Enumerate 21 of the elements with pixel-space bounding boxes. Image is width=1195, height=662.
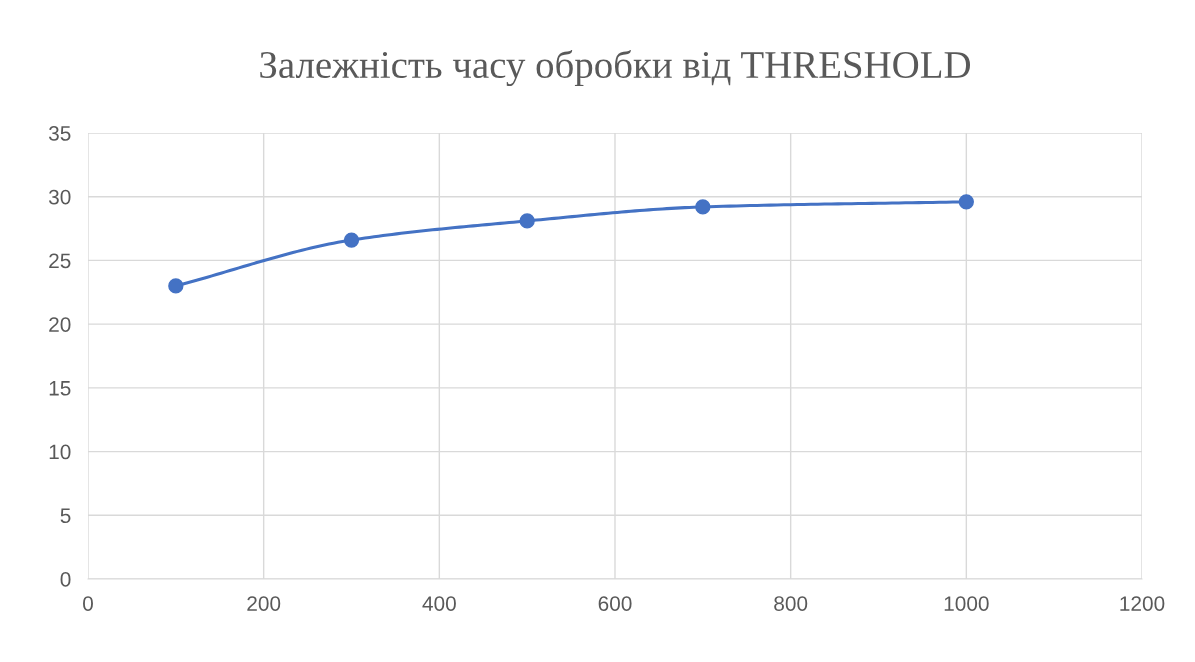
- chart-title: Залежність часу обробки від THRESHOLD: [260, 49, 971, 87]
- x-tick-label: 1200: [1120, 596, 1165, 611]
- x-tick-label: 800: [774, 596, 808, 611]
- x-tick-label: 1000: [944, 596, 989, 611]
- y-tick-label: 25: [49, 253, 71, 269]
- point: [958, 194, 974, 210]
- y-tick-label: 35: [48, 126, 71, 141]
- y-tick-label: 0: [60, 572, 71, 587]
- x-tick-label: 200: [247, 596, 281, 611]
- point: [343, 232, 360, 248]
- point: [168, 278, 184, 294]
- x-tick-label: 400: [422, 596, 456, 611]
- point: [695, 199, 711, 215]
- y-tick-label: 30: [48, 189, 71, 205]
- y-tick-label: 10: [49, 444, 71, 460]
- y-tick-label: 15: [49, 381, 71, 396]
- x-tick-label: 0: [83, 596, 93, 611]
- y-tick-label: 5: [60, 508, 71, 524]
- x-tick-label: 600: [598, 596, 632, 611]
- y-tick-label: 20: [49, 317, 71, 332]
- point: [519, 213, 535, 229]
